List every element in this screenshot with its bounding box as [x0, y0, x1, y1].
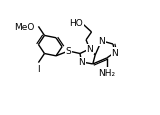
Text: N: N	[86, 45, 93, 54]
Text: S: S	[66, 47, 71, 56]
Text: NH₂: NH₂	[98, 68, 116, 77]
Text: N: N	[78, 58, 85, 67]
Text: I: I	[37, 65, 40, 73]
Text: HO: HO	[70, 19, 83, 27]
Text: N: N	[98, 37, 105, 46]
Text: N: N	[112, 48, 118, 57]
Text: MeO: MeO	[15, 23, 35, 32]
